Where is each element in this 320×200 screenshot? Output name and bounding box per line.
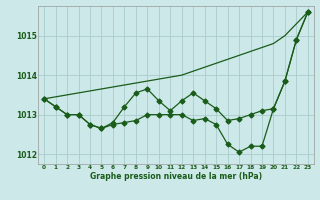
X-axis label: Graphe pression niveau de la mer (hPa): Graphe pression niveau de la mer (hPa) — [90, 172, 262, 181]
